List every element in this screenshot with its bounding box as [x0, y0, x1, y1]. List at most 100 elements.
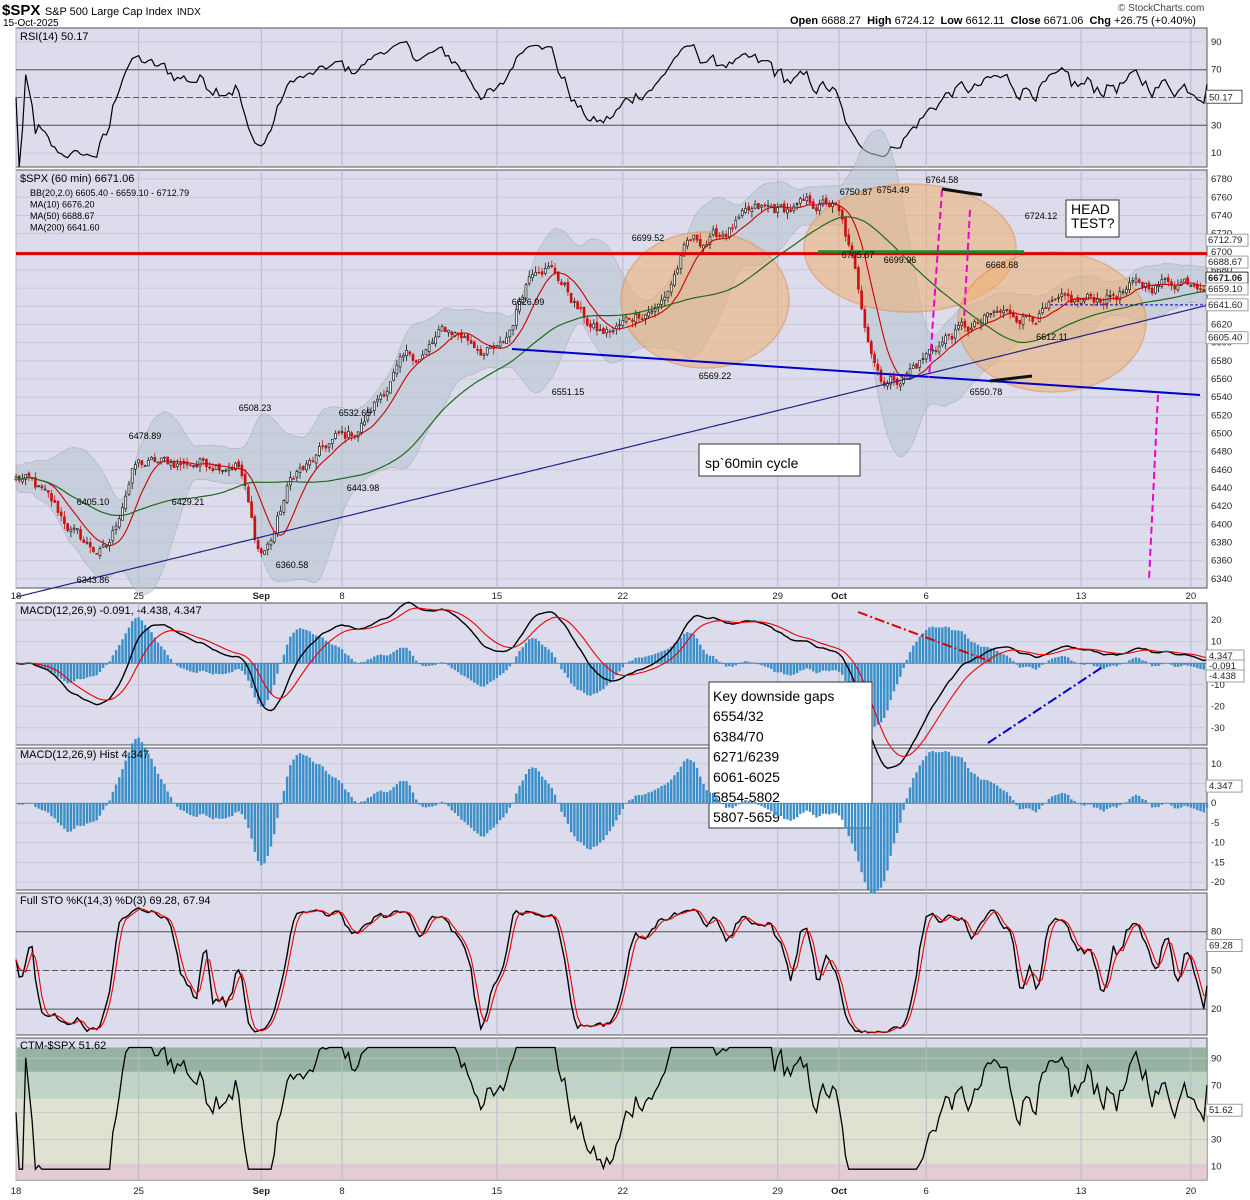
candle-body [124, 495, 128, 510]
candle-body [592, 323, 596, 329]
candle-body [334, 432, 337, 439]
price-tick-label: 6540 [1211, 392, 1232, 403]
candle-body [821, 199, 825, 206]
candle-body [427, 344, 431, 352]
candle-body [295, 471, 299, 478]
candle-body [544, 268, 547, 274]
candle-body [318, 446, 321, 456]
x-axis-label-top: Sep [253, 591, 271, 602]
chart-header: $SPX S&P 500 Large Cap Index INDX [2, 2, 201, 20]
support-trendline [511, 348, 1201, 396]
candle-body [195, 465, 199, 467]
candle-body [66, 523, 69, 531]
price-title: $SPX (60 min) 6671.06 [20, 173, 134, 185]
candle-body [437, 329, 441, 338]
candle-body [1134, 278, 1138, 283]
macd-tick-label: 10 [1211, 637, 1222, 648]
candle-body [505, 336, 508, 344]
hist-right-box [1205, 779, 1243, 793]
candle-body [347, 431, 350, 438]
price-tick-label: 6760 [1211, 192, 1232, 203]
price-label: 6569.22 [699, 371, 732, 381]
candle-body [489, 346, 492, 349]
sto-panel [15, 892, 1208, 1036]
price-label: 6668.68 [986, 260, 1019, 270]
candle-body [582, 306, 586, 318]
sto-tick-label: 80 [1211, 927, 1222, 938]
candle-body [130, 468, 134, 484]
cycle-box [698, 443, 861, 477]
price-right-box [1205, 331, 1249, 345]
candle-body [782, 203, 786, 213]
candle-body [789, 209, 792, 212]
candle-body [950, 335, 954, 340]
candle-body [46, 490, 50, 493]
candle-body [521, 297, 525, 303]
candle-body [686, 239, 689, 247]
candle-body [311, 460, 315, 463]
price-right-box [1205, 282, 1249, 296]
candle-body [166, 456, 170, 465]
cycle-marker [963, 209, 971, 321]
x-axis-label-bottom: 22 [618, 1186, 629, 1197]
candle-body [753, 204, 757, 209]
price-label: 6405.10 [77, 497, 110, 507]
close-label: Close [1010, 15, 1041, 27]
price-label: 6626.99 [512, 297, 545, 307]
candle-body [250, 501, 253, 518]
candle-body [1199, 288, 1202, 291]
candle-body [744, 207, 747, 213]
macd-right-label: -4.438 [1209, 671, 1236, 682]
candle-body [863, 309, 867, 328]
candle-body [941, 341, 944, 346]
ellipse-zone [620, 231, 790, 369]
candle-body [440, 326, 444, 332]
candle-body [514, 308, 518, 326]
gap-box-line: Key downside gaps [713, 688, 834, 704]
candle-body [1083, 299, 1086, 302]
candle-body [970, 327, 973, 331]
candle-body [240, 464, 244, 477]
low-label: Low [940, 15, 963, 27]
x-axis-label-top: 29 [772, 591, 783, 602]
candle-body [301, 466, 305, 470]
candle-body [1005, 308, 1009, 311]
candle-body [169, 462, 173, 466]
candle-body [201, 458, 205, 461]
candle-body [343, 431, 347, 439]
candle-body [873, 353, 876, 364]
candle-body [831, 202, 834, 207]
candle-body [482, 353, 486, 356]
candle-body [134, 464, 137, 470]
candle-body [53, 499, 57, 503]
ellipse-zone [957, 251, 1147, 393]
candle-body [934, 350, 938, 353]
hist-tick-label: -20 [1211, 877, 1225, 888]
candle-body [1128, 282, 1131, 290]
exchange: INDX [176, 7, 201, 18]
candle-body [1050, 299, 1054, 302]
candle-body [721, 234, 725, 238]
price-right-label: 6605.40 [1208, 333, 1242, 344]
candle-body [866, 326, 870, 343]
candle-body [1189, 284, 1193, 287]
candle-body [360, 422, 363, 433]
open-value: 6688.27 [821, 15, 861, 27]
hist-tick-label: 0 [1211, 798, 1216, 809]
candle-body [579, 307, 583, 309]
candle-body [931, 349, 934, 352]
price-tick-label: 6780 [1211, 174, 1232, 185]
gap-box-line: 6554/32 [713, 708, 764, 724]
candle-body [624, 316, 628, 323]
candle-body [147, 459, 150, 467]
candle-body [1137, 279, 1141, 283]
candle-body [563, 282, 567, 285]
candle-body [786, 208, 789, 214]
candle-body [50, 493, 53, 502]
candle-body [847, 234, 851, 246]
x-axis-label-top: 15 [492, 591, 503, 602]
candle-body [469, 340, 473, 344]
candle-body [1066, 293, 1070, 297]
hist-title: MACD(12,26,9) Hist 4.347 [20, 749, 149, 761]
candle-body [498, 341, 502, 347]
